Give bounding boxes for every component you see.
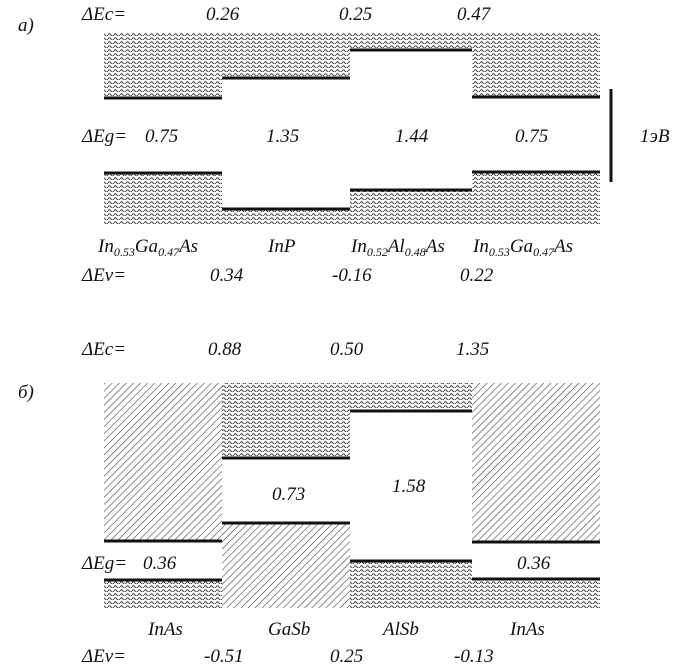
panel-b-gap-inas-left: 0.36 <box>143 553 177 574</box>
conduction-band-ingaas-right <box>472 33 600 97</box>
panel-a-dev-value-1: 0.34 <box>210 265 244 286</box>
valence-band-inas-right <box>472 579 600 608</box>
panel-b-gap-inas-right: 0.36 <box>517 553 551 574</box>
valence-band-inp <box>222 209 350 225</box>
panel-a-dec-value-1: 0.26 <box>206 4 240 25</box>
conduction-band-ingaas-left <box>104 33 222 98</box>
panel-a-dev-label: ΔEv= <box>81 265 126 286</box>
panel-a-material-3: In0.52Al0.48As <box>350 236 445 259</box>
panel-b-dec-value-1: 0.88 <box>208 339 242 360</box>
panel-b-deg-label: ΔEg= <box>81 553 127 574</box>
panel-b-dec-value-2: 0.50 <box>330 339 364 360</box>
panel-b-dev-value-2: 0.25 <box>330 646 363 665</box>
panel-b: ΔEc= 0.88 0.50 1.35 б) 0.73 1.58 ΔEg= 0.… <box>18 339 600 665</box>
panel-b-letter: б) <box>18 382 34 403</box>
panel-a-letter: а) <box>18 15 34 36</box>
valence-band-gasb <box>222 523 350 608</box>
panel-a-dec-value-2: 0.25 <box>339 4 372 25</box>
panel-b-dec-value-3: 1.35 <box>456 339 489 360</box>
panel-b-dev-value-3: -0.13 <box>454 646 494 665</box>
panel-a-deg-value-3: 1.44 <box>395 126 429 147</box>
panel-b-gap-gasb: 0.73 <box>272 484 305 505</box>
conduction-band-alsb <box>350 383 472 411</box>
panel-a-deg-label: ΔEg= <box>81 126 127 147</box>
panel-a-dev-value-2: -0.16 <box>332 265 372 286</box>
panel-a-deg-value-1: 0.75 <box>145 126 178 147</box>
conduction-band-inalas <box>350 33 472 50</box>
panel-a-material-4: In0.53Ga0.47As <box>472 236 573 259</box>
panel-a-deg-value-2: 1.35 <box>266 126 299 147</box>
panel-b-material-4: InAs <box>509 619 545 640</box>
valence-band-alsb <box>350 561 472 608</box>
valence-band-inalas <box>350 190 472 225</box>
valence-band-ingaas-left <box>104 173 222 225</box>
panel-a-dec-label: ΔEc= <box>81 4 126 25</box>
panel-a-material-2: InP <box>267 236 296 257</box>
panel-a: 1эВ а) ΔEc= 0.26 0.25 0.47 ΔEg= 0.75 1.3… <box>18 4 670 286</box>
conduction-band-inas-left <box>104 383 222 541</box>
panel-b-material-3: AlSb <box>381 619 419 640</box>
valence-band-inas-left <box>104 580 222 608</box>
panel-a-material-1: In0.53Ga0.47As <box>97 236 198 259</box>
panel-a-deg-value-4: 0.75 <box>515 126 548 147</box>
scale-label: 1эВ <box>640 126 670 147</box>
conduction-band-inas-right <box>472 383 600 542</box>
panel-b-dec-label: ΔEc= <box>81 339 126 360</box>
panel-b-dev-value-1: -0.51 <box>204 646 244 665</box>
panel-a-dev-value-3: 0.22 <box>460 265 494 286</box>
panel-b-gap-alsb: 1.58 <box>392 476 426 497</box>
valence-band-ingaas-right <box>472 172 600 225</box>
panel-b-dev-label: ΔEv= <box>81 646 126 665</box>
panel-a-dec-value-3: 0.47 <box>457 4 492 25</box>
conduction-band-inp <box>222 33 350 78</box>
panel-b-material-2: GaSb <box>268 619 310 640</box>
panel-b-material-1: InAs <box>147 619 183 640</box>
conduction-band-gasb <box>222 383 350 458</box>
